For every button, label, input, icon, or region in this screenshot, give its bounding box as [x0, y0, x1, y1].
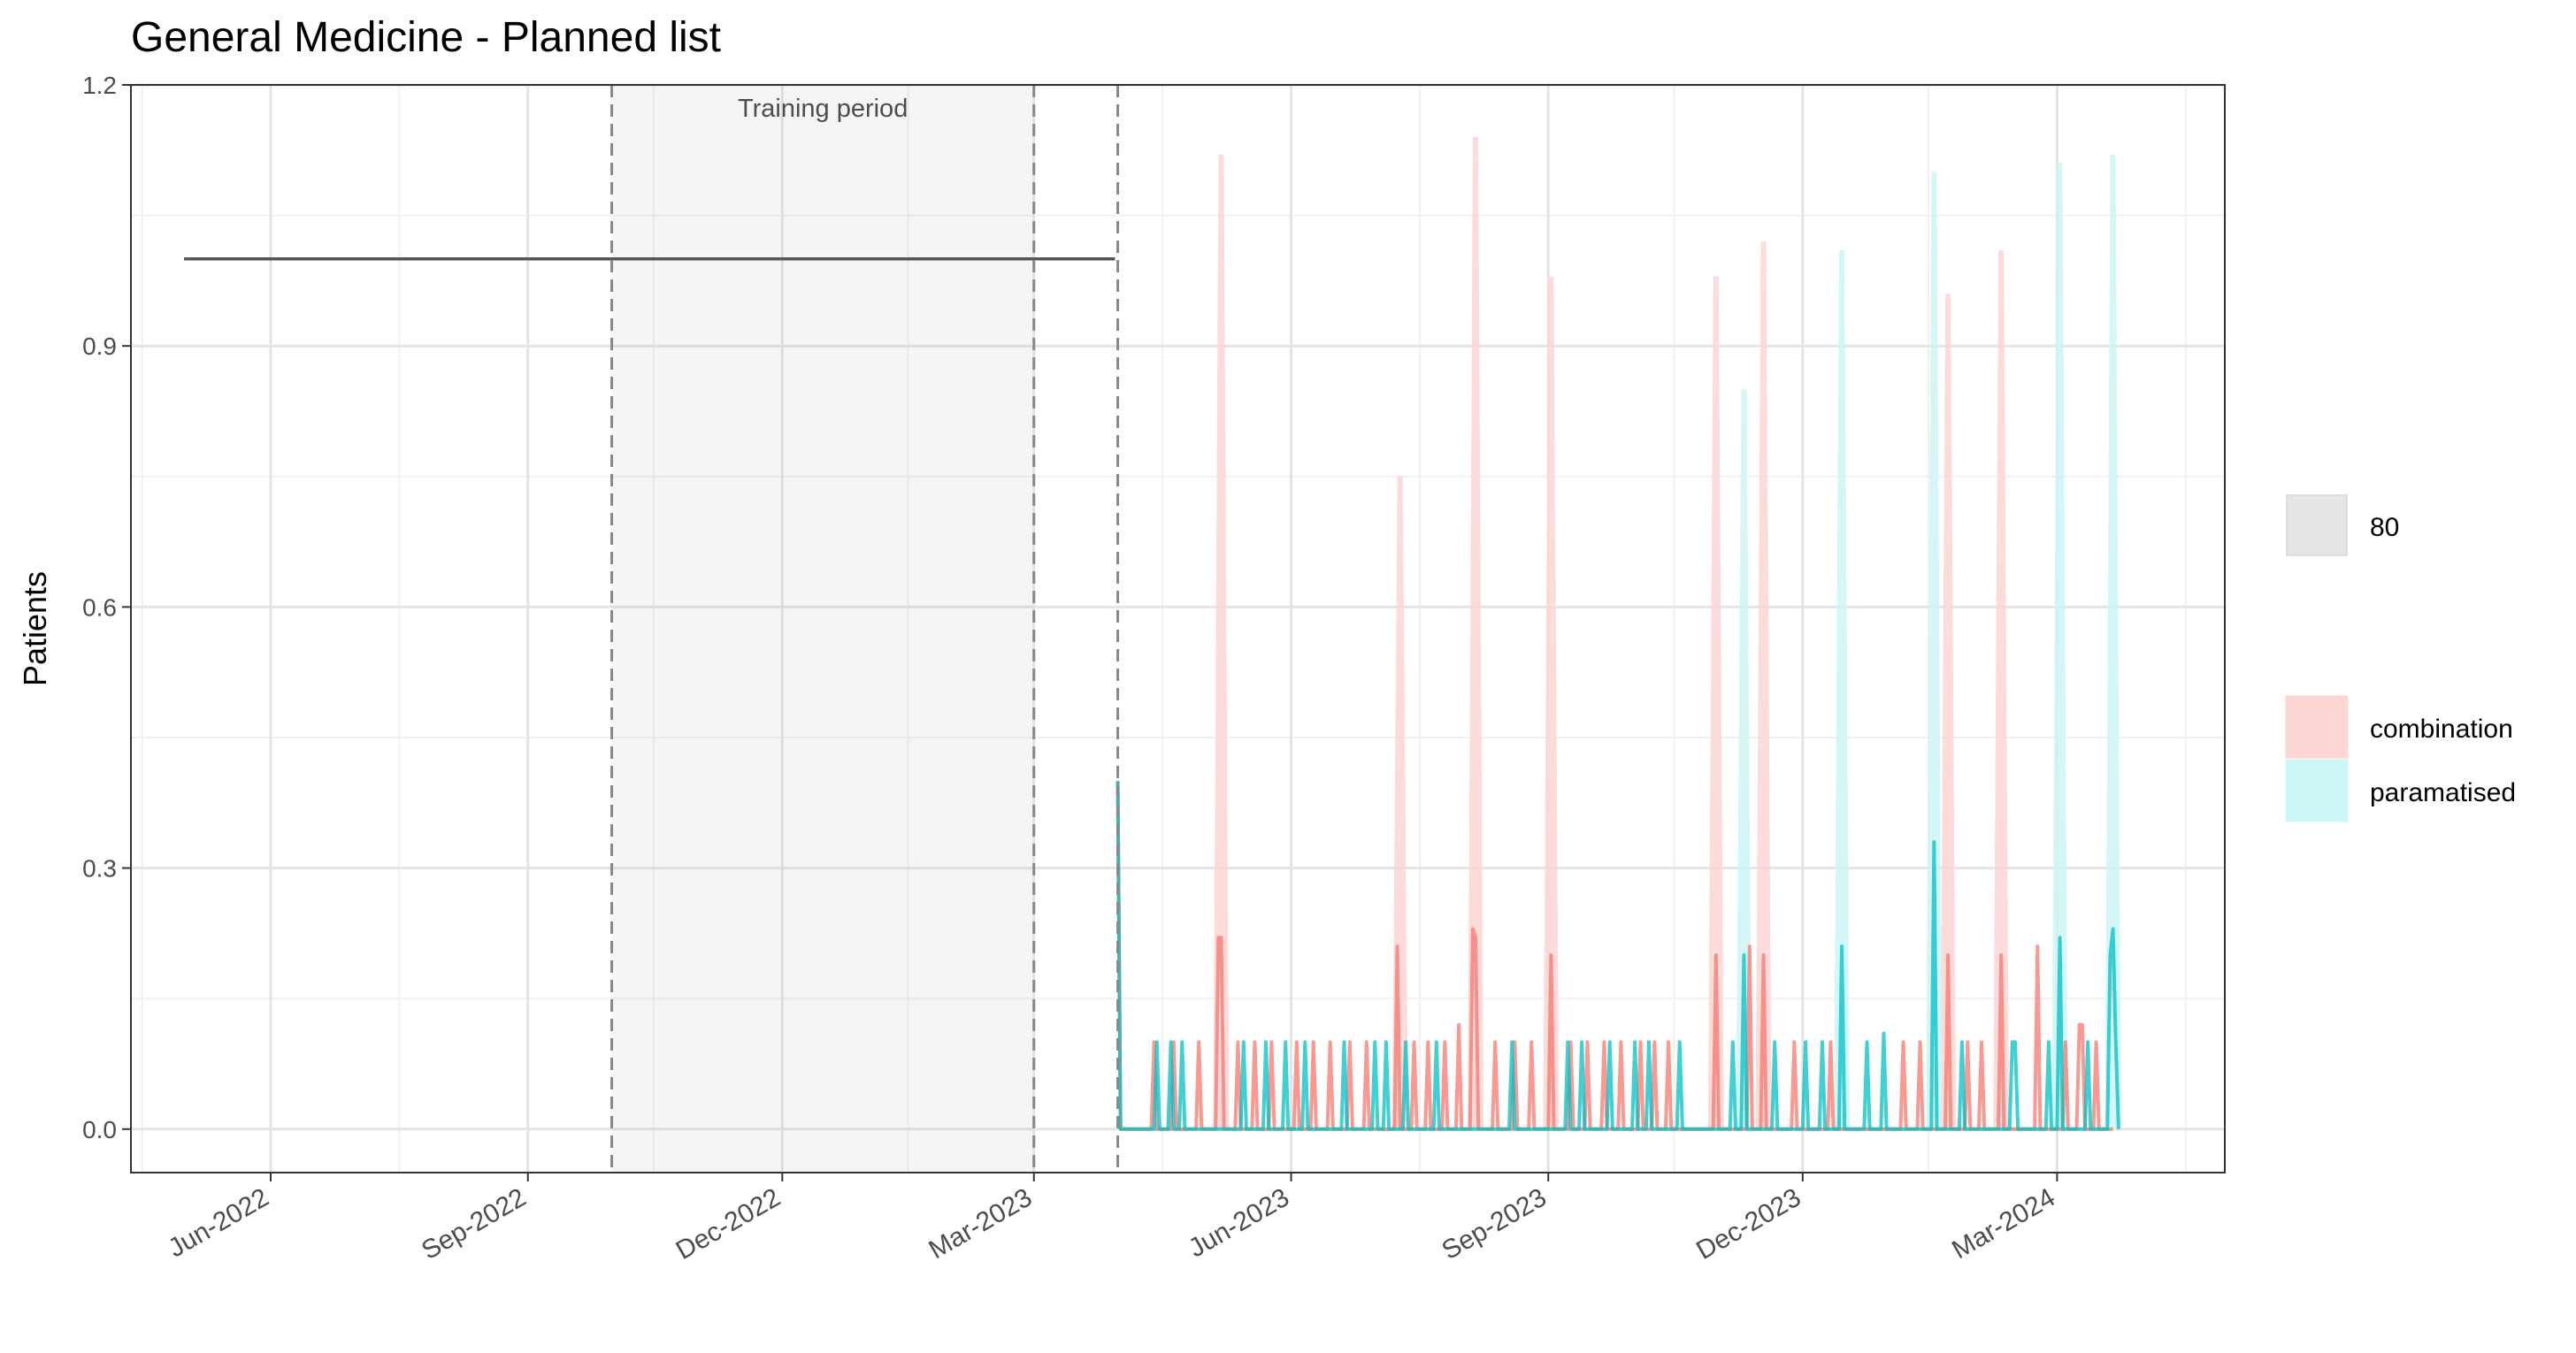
- x-tick-label: Sep-2022: [417, 1182, 531, 1265]
- legend-label-paramatised: paramatised: [2370, 778, 2516, 807]
- interval-ribbon-combination: [1755, 241, 1772, 1129]
- y-tick-label: 0.6: [82, 593, 117, 621]
- y-tick-label: 0.9: [82, 333, 117, 360]
- x-tick-label: Dec-2023: [1691, 1182, 1806, 1265]
- x-tick-label: Jun-2023: [1184, 1182, 1294, 1263]
- training-period-label: Training period: [738, 95, 908, 123]
- y-axis-label: Patients: [17, 571, 53, 686]
- chart-title: General Medicine - Planned list: [131, 14, 721, 61]
- y-tick-label: 0.0: [82, 1116, 117, 1143]
- legend-key-interval: [2286, 494, 2348, 556]
- x-tick-label: Mar-2023: [924, 1182, 1038, 1265]
- plot-panel: [131, 85, 2225, 1173]
- y-tick-label: 0.3: [82, 855, 117, 883]
- interval-ribbon-paramatised: [1834, 249, 1851, 1129]
- interval-ribbon-paramatised: [2051, 163, 2068, 1129]
- legend-key-combination: [2285, 695, 2349, 759]
- x-tick-label: Mar-2024: [1947, 1182, 2060, 1265]
- legend-label-interval: 80: [2370, 513, 2399, 542]
- interval-ribbon-combination: [1993, 249, 2010, 1129]
- y-tick-label: 1.2: [82, 72, 117, 99]
- legend-label-combination: combination: [2370, 715, 2513, 744]
- training-period-band: [611, 85, 1034, 1173]
- x-tick-label: Dec-2022: [671, 1182, 786, 1265]
- interval-ribbon-combination: [1213, 154, 1230, 1129]
- interval-ribbon-combination: [1940, 294, 1957, 1129]
- interval-ribbon-combination: [1468, 137, 1484, 1129]
- series-line-paramatised: [1116, 781, 2120, 1131]
- x-tick-label: Jun-2022: [164, 1182, 274, 1263]
- plot-border: [130, 84, 2226, 1173]
- interval-ribbon-paramatised: [1926, 172, 1943, 1129]
- interval-ribbon-combination: [1543, 276, 1560, 1129]
- x-tick-label: Sep-2023: [1438, 1182, 1552, 1265]
- legend-key-paramatised: [2285, 759, 2349, 822]
- interval-ribbon-combination: [1707, 276, 1724, 1129]
- interval-ribbon-paramatised: [2104, 154, 2121, 1129]
- interval-ribbon-paramatised: [1736, 389, 1752, 1129]
